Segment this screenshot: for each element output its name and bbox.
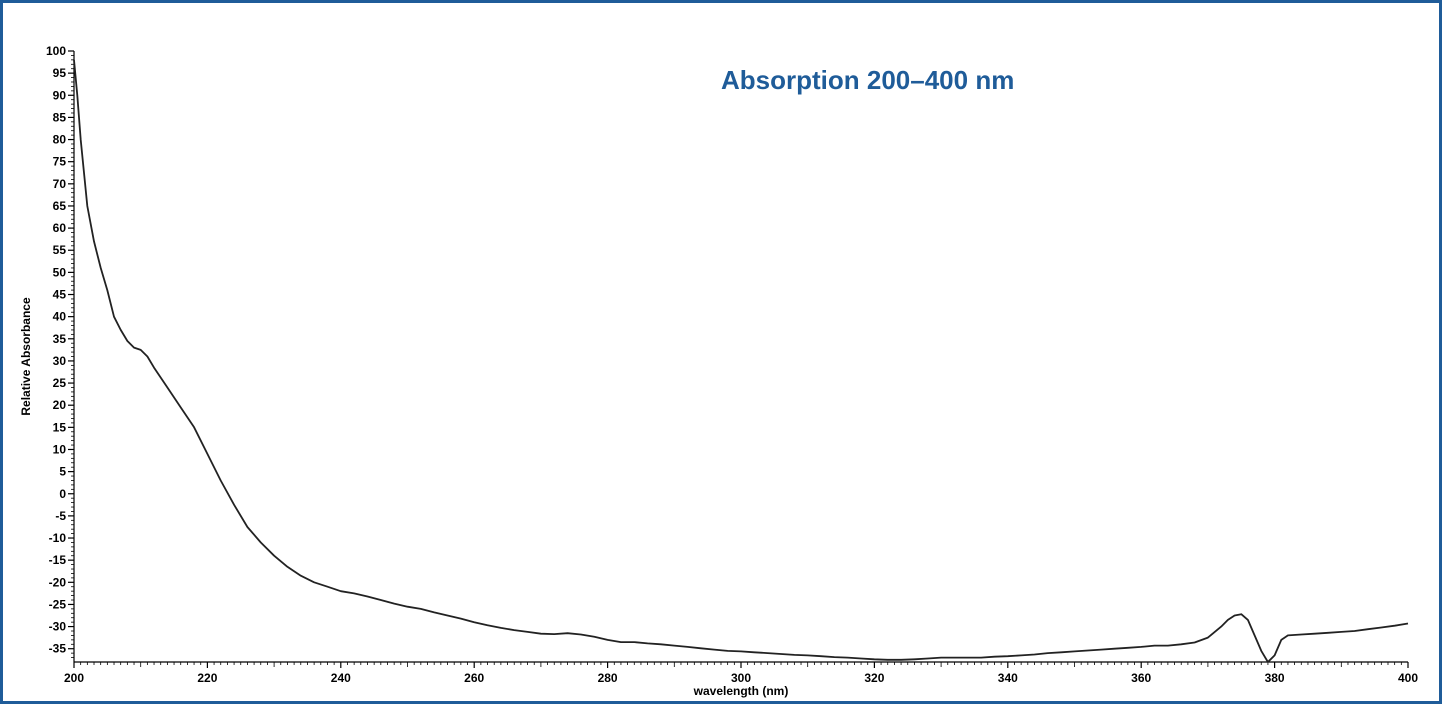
x-tick-label: 240	[331, 671, 351, 685]
plot-area	[73, 59, 1409, 663]
y-tick-label: 60	[53, 221, 67, 235]
y-tick-label: -20	[49, 575, 67, 589]
y-tick-label: 75	[53, 155, 67, 169]
y-tick-label: 35	[53, 332, 67, 346]
y-tick-label: 30	[53, 354, 67, 368]
y-tick-label: 65	[53, 199, 67, 213]
x-tick-label: 200	[64, 671, 84, 685]
x-tick-label: 280	[598, 671, 618, 685]
y-tick-label: 80	[53, 133, 67, 147]
x-tick-label: 380	[1265, 671, 1285, 685]
y-tick-label: 40	[53, 310, 67, 324]
absorbance-series-line	[73, 59, 1409, 663]
y-axis-title: Relative Absorbance	[19, 297, 33, 416]
y-tick-label: 50	[53, 265, 67, 279]
absorption-chart: Absorption 200–400 nm Relative Absorbanc…	[19, 44, 1418, 698]
y-tick-label: 0	[59, 487, 66, 501]
y-tick-label: 90	[53, 88, 67, 102]
y-tick-label: -15	[49, 553, 67, 567]
y-tick-label: 100	[46, 44, 66, 58]
x-tick-label: 320	[864, 671, 884, 685]
x-tick-label: 340	[998, 671, 1018, 685]
y-tick-label: 95	[53, 66, 67, 80]
x-axis-title: wavelength (nm)	[693, 684, 789, 698]
y-tick-label: -5	[55, 509, 66, 523]
x-tick-label: 300	[731, 671, 751, 685]
chart-title: Absorption 200–400 nm	[721, 65, 1014, 95]
y-tick-label: -10	[49, 531, 67, 545]
x-tick-label: 260	[464, 671, 484, 685]
y-tick-label: 5	[59, 465, 66, 479]
y-tick-label: 10	[53, 442, 67, 456]
y-tick-label: -35	[49, 642, 67, 656]
y-tick-label: -25	[49, 597, 67, 611]
y-tick-label: 25	[53, 376, 67, 390]
y-tick-label: 55	[53, 243, 67, 257]
x-tick-label: 400	[1398, 671, 1418, 685]
y-tick-label: 20	[53, 398, 67, 412]
y-tick-label: 15	[53, 420, 67, 434]
y-tick-label: 45	[53, 288, 67, 302]
y-tick-label: -30	[49, 620, 67, 634]
y-tick-label: 85	[53, 110, 67, 124]
y-tick-label: 70	[53, 177, 67, 191]
x-tick-label: 220	[197, 671, 217, 685]
x-tick-label: 360	[1131, 671, 1151, 685]
axes: 1009590858075706560555045403530252015105…	[46, 44, 1418, 685]
